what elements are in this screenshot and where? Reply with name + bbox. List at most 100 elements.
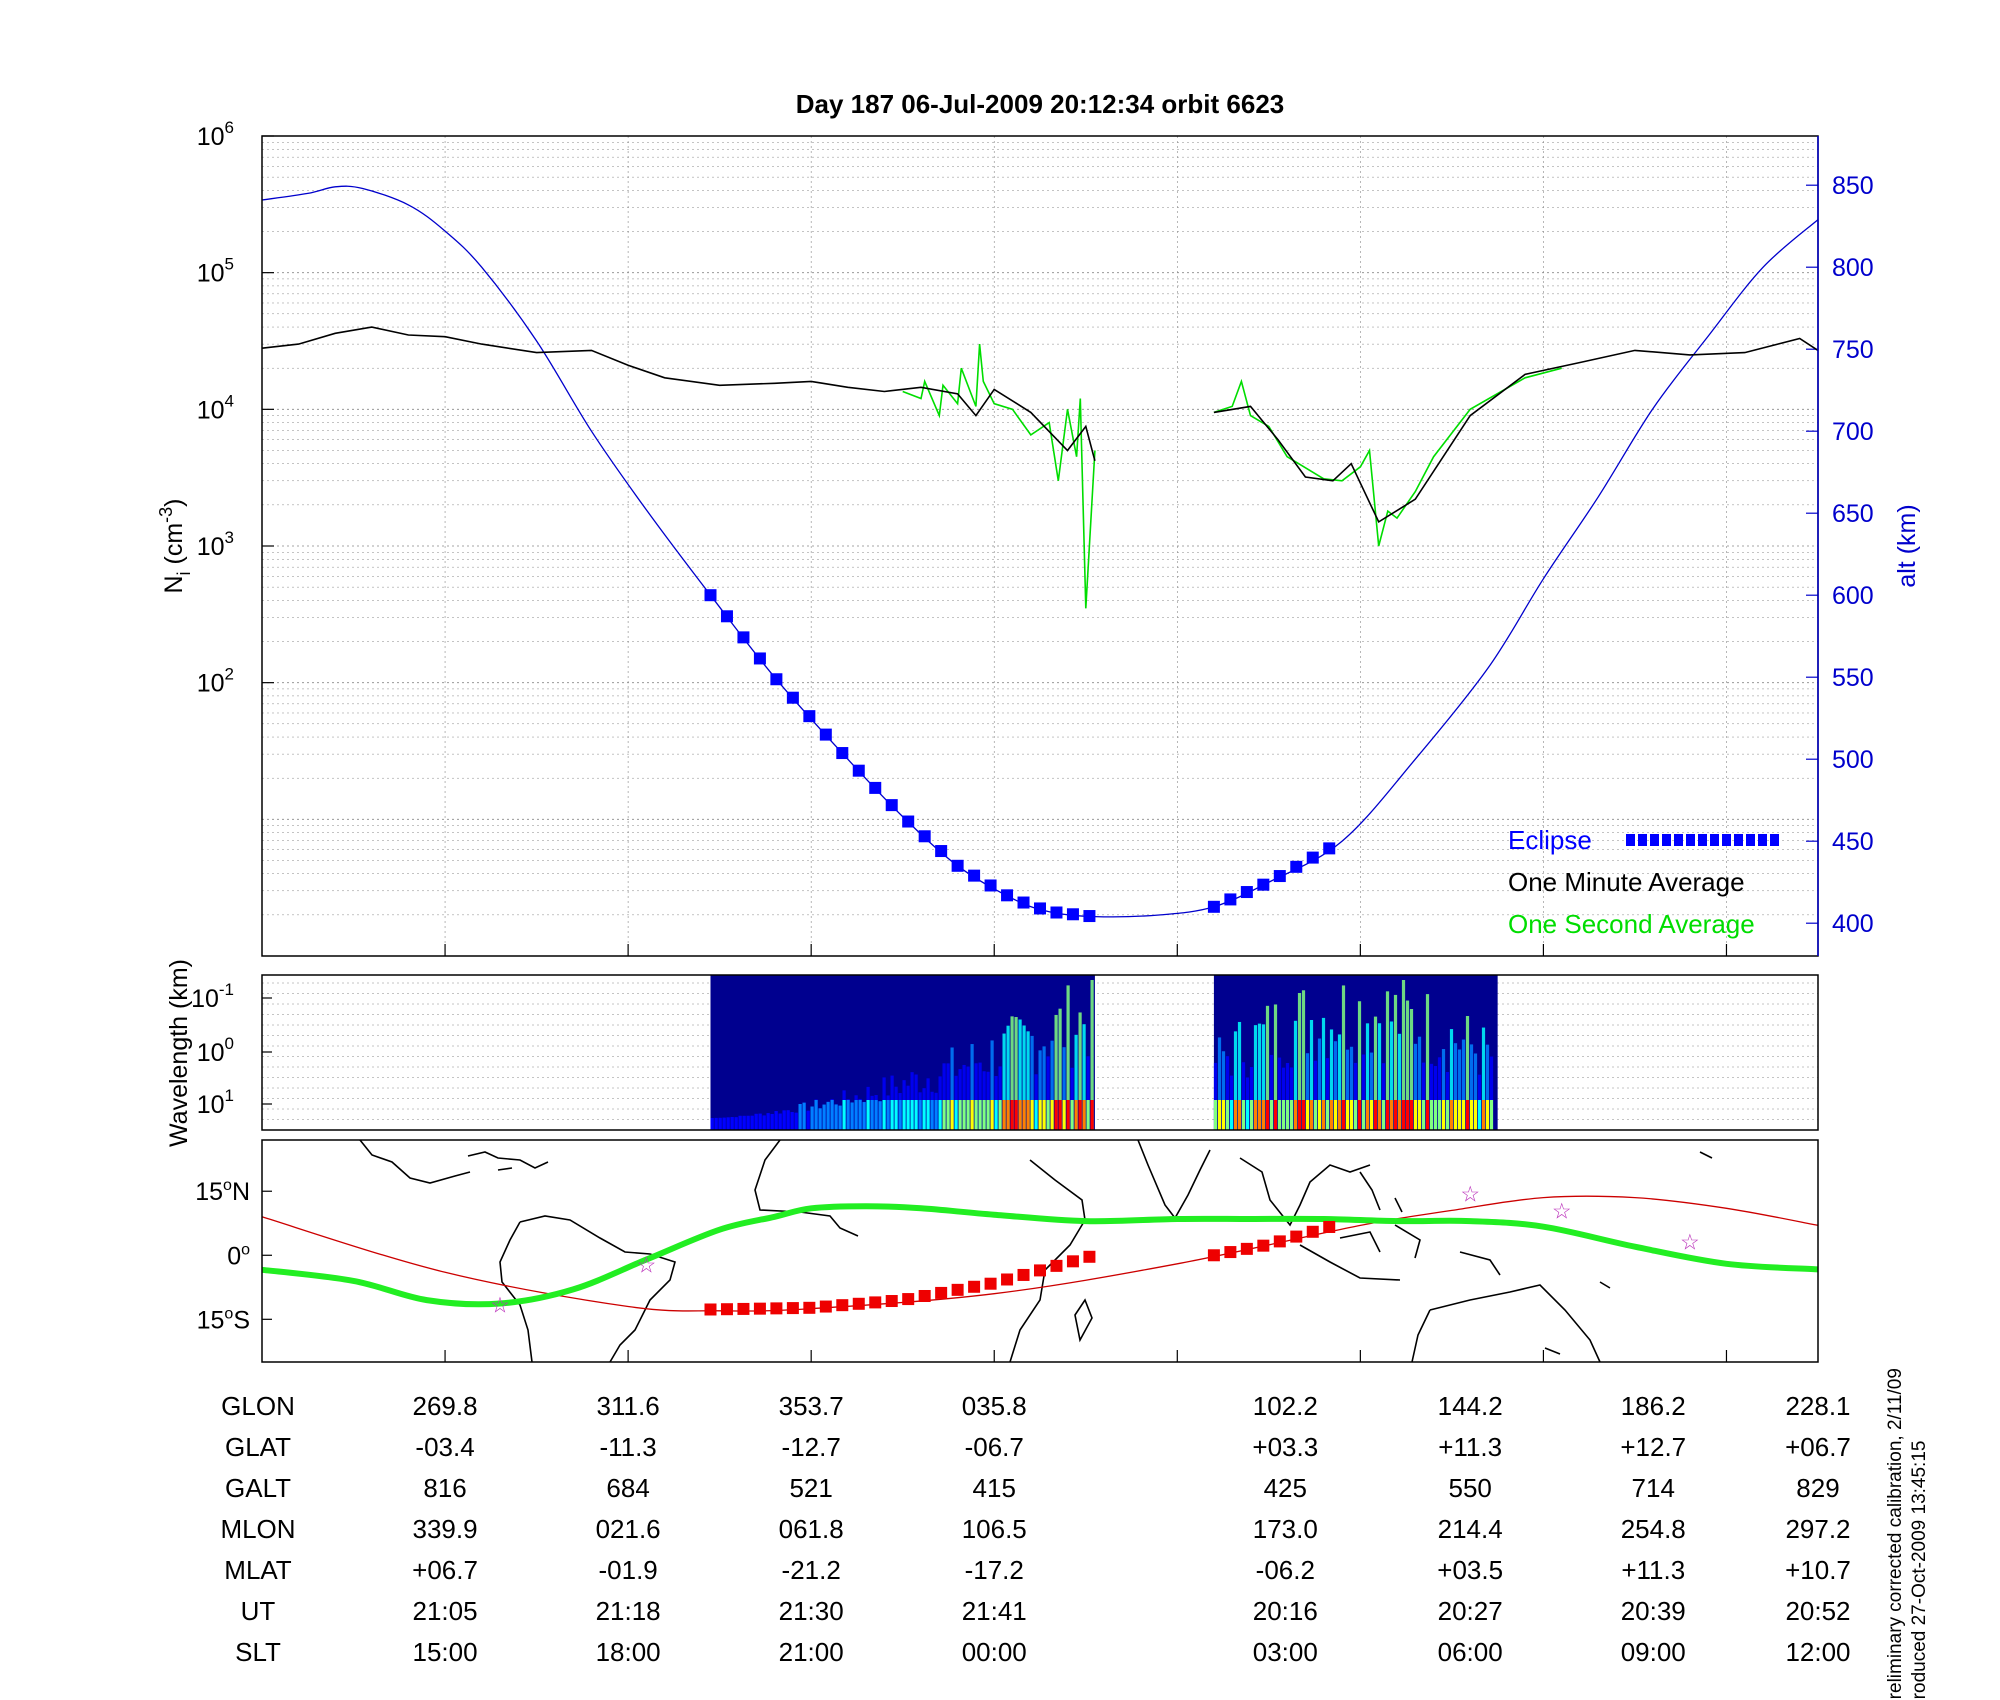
spectrogram-column-core <box>722 1117 726 1130</box>
spectrogram-column-core <box>1477 1100 1482 1130</box>
spectrogram-y-ticks: 10-1 100 101 <box>191 980 272 1119</box>
spectrogram-column-core <box>710 1118 714 1130</box>
spectrogram-column-core <box>1385 1100 1390 1130</box>
altitude-y-ticks: 400 450 500 550 600 650 700 750 800 850 <box>1806 172 1874 938</box>
spectrogram-column-core <box>1377 1100 1382 1130</box>
spectrogram-column <box>1030 1035 1034 1130</box>
coast-indonesia <box>1299 1224 1501 1281</box>
spectrogram-column-core <box>870 1100 874 1130</box>
spectrogram-column-core <box>1285 1100 1290 1130</box>
eclipse-marker <box>1290 860 1303 873</box>
spectrogram-column <box>1345 1049 1350 1130</box>
spectrogram-column <box>1317 1038 1322 1130</box>
coast-pacific-islands <box>1544 1151 1713 1355</box>
spectrogram-column <box>1325 1058 1330 1130</box>
eclipse-track-marker <box>1001 1273 1014 1286</box>
spectrogram-column-core <box>1429 1100 1434 1130</box>
eclipse-track-marker <box>836 1299 849 1312</box>
spectrogram-column <box>1377 1023 1382 1130</box>
ground-track-line <box>261 1203 1819 1308</box>
eclipse-track-marker <box>1306 1225 1319 1238</box>
table-cell: 173.0 <box>1253 1514 1318 1544</box>
magnetic-equator-line <box>261 1195 1819 1312</box>
spectrogram-column-core <box>1225 1100 1230 1130</box>
eclipse-track-marker <box>770 1302 783 1315</box>
spectrogram-y-tick-label: 10-1 <box>191 980 234 1013</box>
spectrogram-column-core <box>758 1113 762 1130</box>
spectrogram-column-core <box>954 1100 958 1130</box>
spectrogram-column-core <box>1002 1100 1006 1130</box>
spectrogram-column-core <box>1257 1100 1262 1130</box>
spectrogram-column-core <box>1010 1100 1014 1130</box>
spectrogram-column <box>1429 1063 1434 1130</box>
orbit-parameter-table: GLON 269.8 311.6 353.7 035.8 102.2 144.2 186.2 2… <box>220 1391 1850 1667</box>
spectrogram-column-core <box>1217 1100 1222 1130</box>
spectrogram-column-core <box>1054 1100 1058 1130</box>
spectrogram-column-core <box>1425 1100 1430 1130</box>
spectrogram-column <box>1006 1025 1010 1130</box>
footnote-calibration: Preliminary corrected calibration, 2/11/… <box>1885 1368 1906 1700</box>
table-cell: 09:00 <box>1621 1637 1686 1667</box>
spectrogram-column <box>1225 1056 1230 1130</box>
eclipse-marker <box>737 631 750 644</box>
spectrogram-column <box>1481 1027 1486 1130</box>
spectrogram-column-core <box>898 1100 902 1130</box>
spectrogram-column-core <box>1473 1100 1478 1130</box>
spectrogram-column-core <box>1038 1100 1042 1130</box>
spectrogram-column-core <box>1245 1100 1250 1130</box>
map-plot-area <box>262 1140 1818 1362</box>
spectrogram-column-core <box>942 1100 946 1130</box>
spectrogram-column-core <box>1237 1100 1242 1130</box>
spectrogram-column <box>1082 1024 1086 1130</box>
table-cell: 829 <box>1796 1473 1839 1503</box>
spectrogram-column-core <box>1082 1100 1086 1130</box>
density-y-tick-label: 105 <box>197 255 234 288</box>
eclipse-track-marker <box>935 1286 948 1299</box>
table-cell: -21.2 <box>782 1555 841 1585</box>
spectrogram-column-core <box>1337 1100 1342 1130</box>
eclipse-track-marker <box>885 1295 898 1308</box>
coast-australia <box>1411 1284 1601 1363</box>
spectrogram-column-core <box>830 1100 834 1130</box>
spectrogram-column <box>1373 1016 1378 1130</box>
conjugate-star: ☆ <box>1680 1230 1700 1255</box>
spectrogram-column <box>1489 1056 1494 1130</box>
table-cell: +06.7 <box>412 1555 478 1585</box>
spectrogram-column-core <box>866 1100 870 1130</box>
spectrogram-column-core <box>1361 1100 1366 1130</box>
spectrogram-column-core <box>1317 1100 1322 1130</box>
eclipse-marker <box>1017 896 1030 909</box>
spectrogram-column-core <box>862 1102 866 1130</box>
spectrogram-column <box>1054 1014 1058 1130</box>
spectrogram-column-core <box>814 1100 818 1130</box>
eclipse-marker <box>885 799 898 812</box>
spectrogram-column-core <box>886 1100 890 1130</box>
spectrogram-column <box>1277 1057 1282 1130</box>
spectrogram-column-core <box>1034 1100 1038 1130</box>
spectrogram-column-core <box>1265 1100 1270 1130</box>
spectrogram-column <box>1457 1049 1462 1130</box>
spectrogram-column-core <box>1249 1100 1254 1130</box>
table-cell: 311.6 <box>597 1391 660 1421</box>
eclipse-marker <box>786 691 799 704</box>
eclipse-track-marker <box>1066 1255 1079 1268</box>
eclipse-marker <box>1323 842 1336 855</box>
spectrogram-column <box>1285 1062 1290 1130</box>
spectrogram-column <box>1337 1034 1342 1130</box>
spectrogram-column-core <box>1090 1100 1094 1130</box>
spectrogram-column-core <box>1078 1100 1082 1130</box>
spectrogram-column-core <box>922 1100 926 1130</box>
altitude-y-tick-label: 750 <box>1832 336 1874 364</box>
spectrogram-column <box>1357 1001 1362 1130</box>
spectrogram-column <box>1401 980 1406 1130</box>
table-cell: 228.1 <box>1785 1391 1850 1421</box>
table-cell: -01.9 <box>598 1555 657 1585</box>
spectrogram-column-core <box>1349 1100 1354 1130</box>
altitude-y-tick-label: 550 <box>1832 664 1874 692</box>
legend-eclipse-square <box>1662 834 1671 846</box>
spectrogram-column <box>1465 1015 1470 1130</box>
spectrogram-column <box>998 1066 1002 1130</box>
eclipse-track-marker <box>1224 1246 1237 1259</box>
spectrogram-column <box>1038 1050 1042 1130</box>
legend-eclipse-square <box>1650 834 1659 846</box>
